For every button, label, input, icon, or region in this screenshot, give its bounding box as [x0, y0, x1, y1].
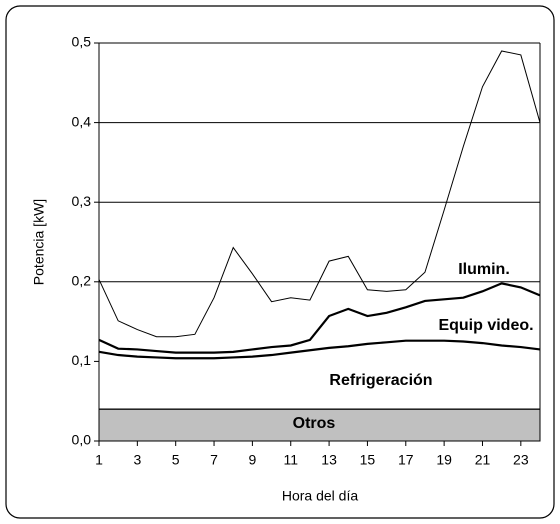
series-line	[98, 282, 541, 354]
x-tick-label: 1	[95, 452, 103, 468]
y-tick-label: 0,3	[72, 193, 92, 209]
y-axis-title: Potencia [kW]	[31, 199, 47, 285]
x-tick-label: 9	[248, 452, 256, 468]
x-tick-label: 5	[172, 452, 180, 468]
y-tick-label: 0,2	[72, 273, 92, 289]
series-label: Ilumin.	[458, 261, 510, 278]
series-line	[98, 50, 541, 338]
y-tick-label: 0,4	[72, 113, 92, 129]
x-axis-title: Hora del día	[282, 488, 358, 504]
x-tick-label: 13	[321, 452, 337, 468]
x-tick-label: 11	[283, 452, 298, 468]
y-tick-label: 0,1	[72, 352, 92, 368]
x-tick-label: 3	[133, 452, 141, 468]
x-tick-label: 21	[475, 452, 491, 468]
x-tick-label: 19	[436, 452, 452, 468]
x-tick-label: 15	[360, 452, 376, 468]
series-area	[99, 340, 540, 410]
x-tick-label: 17	[398, 452, 414, 468]
series-area	[99, 50, 540, 353]
series-label: Otros	[293, 415, 336, 432]
x-tick-label: 23	[513, 452, 529, 468]
series-line	[98, 339, 541, 360]
x-tick-label: 7	[210, 452, 218, 468]
y-tick-label: 0,0	[72, 432, 92, 448]
y-tick-label: 0,5	[72, 34, 92, 50]
series-label: Refrigeración	[329, 372, 432, 389]
series-label: Equip video.	[438, 317, 533, 334]
series-area	[99, 283, 540, 359]
